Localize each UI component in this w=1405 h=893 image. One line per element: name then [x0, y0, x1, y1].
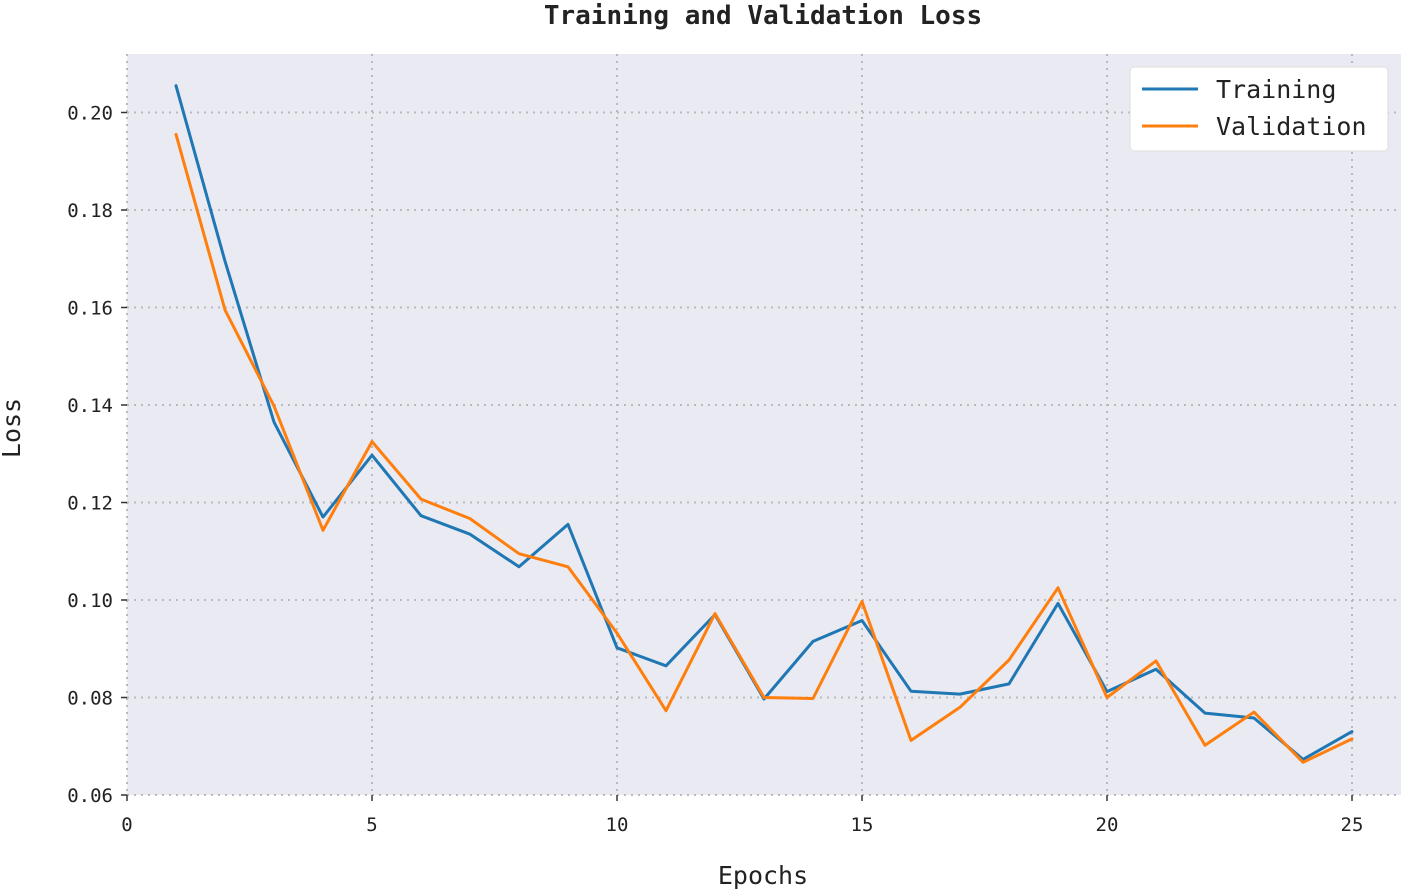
x-tick-label: 25 [1341, 814, 1364, 836]
y-tick-label: 0.20 [67, 103, 113, 125]
y-tick-label: 0.12 [67, 493, 113, 515]
x-axis-ticks: 0 5 10 15 20 25 [121, 795, 1363, 836]
y-tick-label: 0.08 [67, 688, 113, 710]
y-tick-label: 0.14 [67, 395, 113, 417]
series-line-validation [174, 132, 1354, 764]
x-tick-label: 15 [851, 814, 874, 836]
y-tick-label: 0.18 [67, 200, 113, 222]
y-tick-label: 0.16 [67, 298, 113, 320]
y-tick-label: 0.10 [67, 590, 113, 612]
legend-label-training: Training [1216, 75, 1336, 104]
y-tick-label: 0.06 [67, 785, 113, 807]
chart-title: Training and Validation Loss [544, 1, 982, 31]
x-tick-label: 5 [366, 814, 377, 836]
y-axis-ticks: 0.06 0.08 0.10 0.12 0.14 0.16 0.18 0.20 [67, 103, 127, 807]
legend: Training Validation [1129, 66, 1389, 152]
plot-area [127, 54, 1401, 795]
x-tick-label: 10 [606, 814, 629, 836]
x-tick-label: 0 [121, 814, 132, 836]
series-lines [174, 84, 1354, 764]
legend-label-validation: Validation [1216, 112, 1367, 141]
x-tick-label: 20 [1096, 814, 1119, 836]
y-axis-label: Loss [0, 398, 26, 458]
x-axis-label: Epochs [718, 861, 808, 890]
